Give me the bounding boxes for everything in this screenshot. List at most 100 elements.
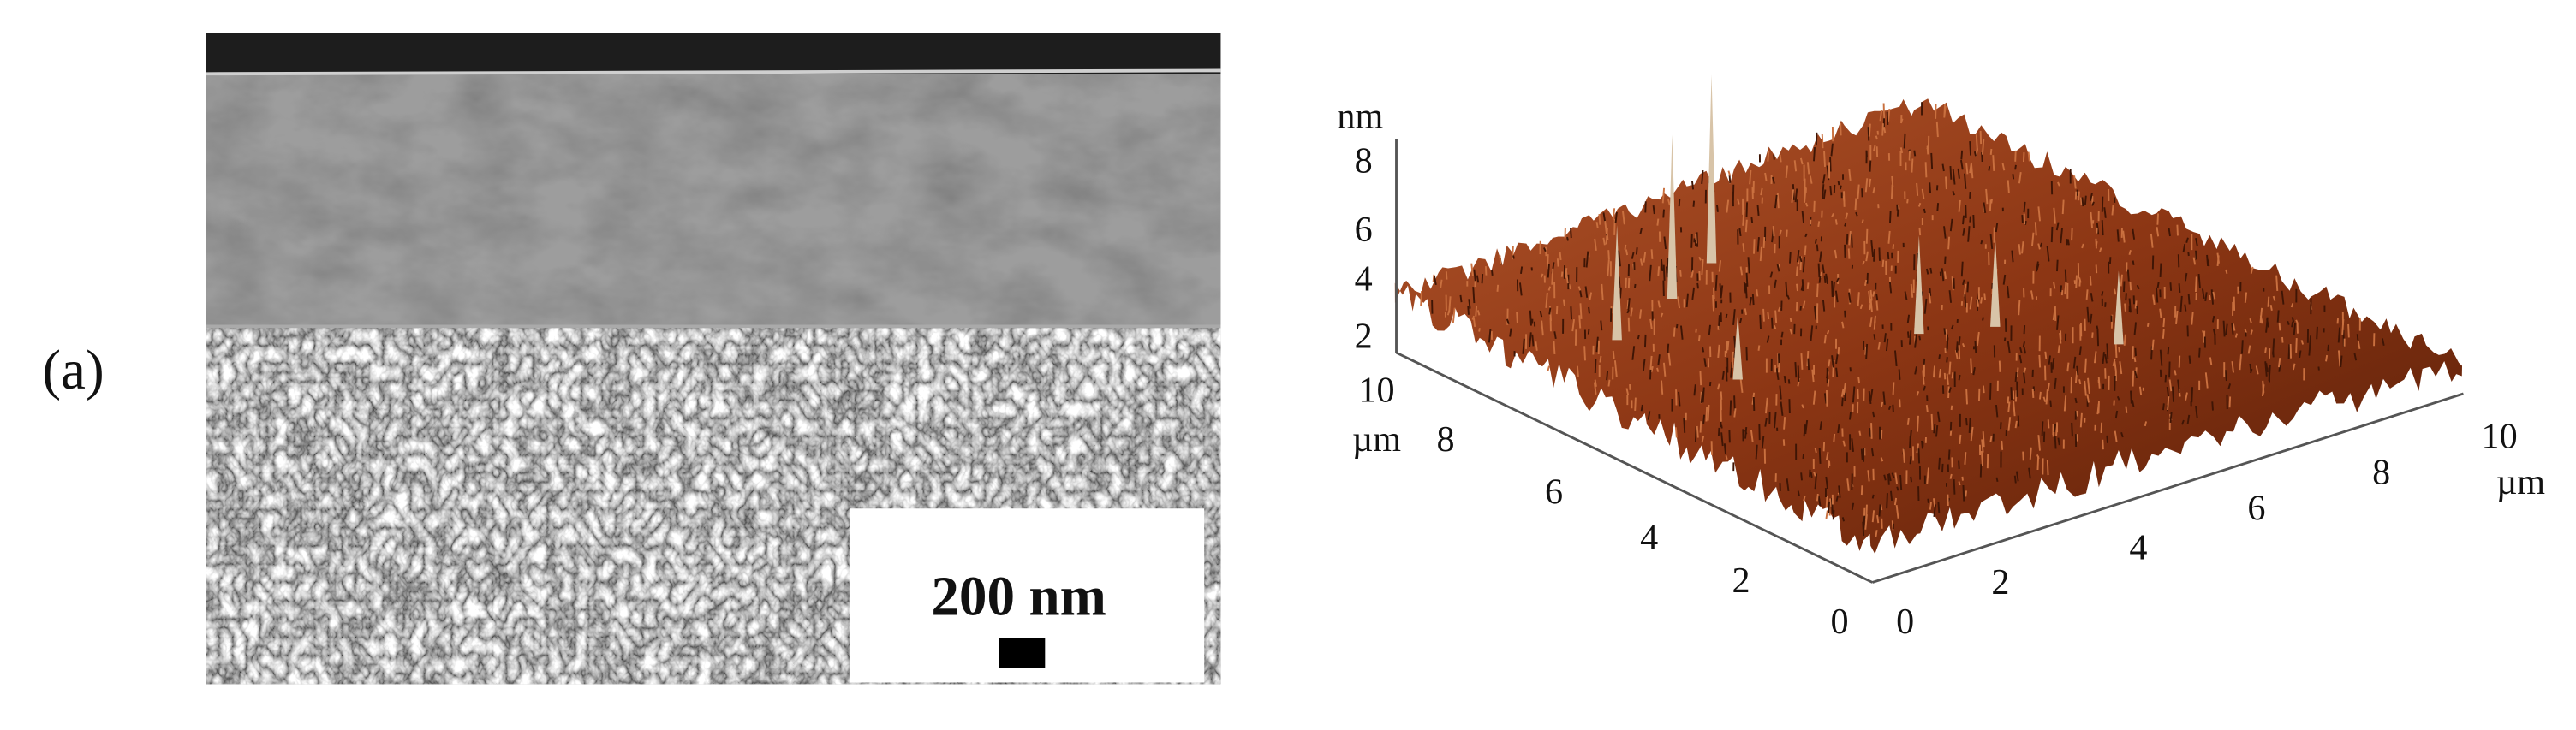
surface-peak bbox=[2249, 318, 2252, 324]
surface-peak bbox=[1662, 264, 1666, 281]
surface-peak bbox=[1896, 486, 1899, 491]
surface-peak bbox=[1838, 485, 1841, 498]
surface-peak bbox=[2261, 384, 2265, 397]
x-tick-label: 10 bbox=[2482, 416, 2518, 456]
surface-peak bbox=[1818, 448, 1822, 464]
surface-peak bbox=[1714, 275, 1718, 291]
surface-peak bbox=[1887, 230, 1891, 244]
surface-peak bbox=[2036, 454, 2040, 460]
surface-peak bbox=[1745, 202, 1749, 217]
surface-peak bbox=[2007, 401, 2011, 412]
surface-peak bbox=[1906, 199, 1909, 204]
surface-peak bbox=[2188, 355, 2191, 364]
surface-peak bbox=[1742, 210, 1745, 226]
surface-peak bbox=[1773, 412, 1777, 429]
surface-peak bbox=[1690, 234, 1693, 248]
surface-peak bbox=[2267, 296, 2270, 307]
surface-peak bbox=[1512, 246, 1514, 260]
surface-peak bbox=[1917, 448, 1921, 464]
surface-peak bbox=[1756, 237, 1760, 252]
surface-peak bbox=[2211, 315, 2215, 323]
scale-bar bbox=[999, 638, 1046, 668]
surface-peak bbox=[2308, 341, 2311, 356]
surface-peak bbox=[1468, 299, 1471, 309]
z-tick-label: 4 bbox=[1355, 258, 1373, 299]
surface-peak bbox=[1938, 368, 1941, 378]
surface-peak bbox=[1804, 187, 1807, 203]
surface-peak bbox=[2347, 323, 2350, 338]
surface-peak bbox=[1565, 270, 1569, 284]
surface-spike bbox=[1612, 225, 1622, 341]
surface-peak bbox=[2295, 319, 2299, 324]
surface-peak bbox=[2007, 396, 2010, 404]
surface-peak bbox=[1983, 202, 1987, 214]
surface-spike bbox=[2114, 270, 2124, 345]
surface-peak bbox=[1958, 345, 1961, 359]
surface-peak bbox=[1794, 188, 1798, 203]
surface-peak bbox=[1982, 385, 1985, 394]
surface-peak bbox=[1963, 283, 1967, 297]
surface-peak bbox=[2074, 397, 2078, 404]
surface-peak bbox=[1918, 335, 1922, 341]
surface-peak bbox=[1962, 342, 1965, 348]
surface-peak bbox=[2101, 196, 2104, 212]
surface-peak bbox=[2281, 290, 2285, 305]
surface-peak bbox=[1821, 134, 1824, 149]
surface-peak bbox=[1774, 194, 1778, 209]
surface-peak bbox=[1789, 252, 1792, 264]
surface-peak bbox=[1726, 341, 1730, 351]
surface-peak bbox=[1949, 165, 1953, 180]
surface-peak bbox=[1980, 450, 1983, 466]
surface-peak bbox=[2204, 292, 2208, 301]
surface-peak bbox=[2300, 340, 2305, 345]
surface-peak bbox=[2055, 222, 2060, 231]
surface-peak bbox=[1952, 169, 1956, 185]
surface-peak bbox=[1696, 282, 1699, 289]
surface-peak bbox=[1926, 467, 1929, 484]
surface-peak bbox=[1812, 390, 1816, 405]
y-tick-label: 2 bbox=[1732, 561, 1750, 601]
surface-peak bbox=[1548, 307, 1552, 315]
surface-peak bbox=[2122, 230, 2126, 243]
surface-spike bbox=[1732, 313, 1743, 380]
surface-peak bbox=[1966, 281, 1970, 293]
surface-peak bbox=[2078, 191, 2080, 201]
surface-peak bbox=[1973, 151, 1977, 157]
surface-peak bbox=[2081, 197, 2084, 207]
surface-peak bbox=[1977, 331, 1980, 347]
surface-peak bbox=[2341, 318, 2345, 335]
surface-peak bbox=[2146, 323, 2150, 327]
surface-peak bbox=[1674, 427, 1678, 438]
surface-peak bbox=[1540, 273, 1544, 278]
surface-peak bbox=[2090, 193, 2093, 201]
surface-peak bbox=[1516, 312, 1518, 323]
surface-peak bbox=[1938, 354, 1941, 359]
surface-peak bbox=[2138, 386, 2143, 395]
surface-peak bbox=[2086, 394, 2090, 403]
x-tick-label: 0 bbox=[1896, 602, 1914, 642]
x-tick-label: 6 bbox=[2247, 489, 2265, 529]
surface-peak bbox=[1834, 219, 1838, 225]
surface-peak bbox=[1851, 438, 1854, 452]
surface-peak bbox=[1799, 306, 1802, 311]
surface-peak bbox=[1649, 355, 1653, 370]
surface-peak bbox=[1698, 256, 1702, 261]
surface-peak bbox=[1777, 306, 1781, 312]
surface-peak bbox=[1995, 223, 1999, 233]
surface-peak bbox=[2169, 282, 2173, 291]
surface-peak bbox=[1869, 317, 1873, 328]
surface-peak bbox=[1960, 150, 1964, 160]
surface-peak bbox=[2171, 386, 2175, 402]
surface-peak bbox=[1898, 369, 1901, 380]
surface-peak bbox=[1890, 490, 1893, 502]
surface-peak bbox=[1967, 226, 1971, 242]
surface-peak bbox=[1716, 383, 1720, 390]
surface-peak bbox=[2084, 195, 2087, 205]
surface-peak bbox=[1959, 434, 1962, 444]
surface-peak bbox=[2096, 403, 2100, 415]
x-tick-label: 2 bbox=[1991, 562, 2009, 602]
surface-peak bbox=[1848, 230, 1852, 246]
surface-peak bbox=[1780, 331, 1784, 338]
surface-peak bbox=[1720, 424, 1723, 429]
